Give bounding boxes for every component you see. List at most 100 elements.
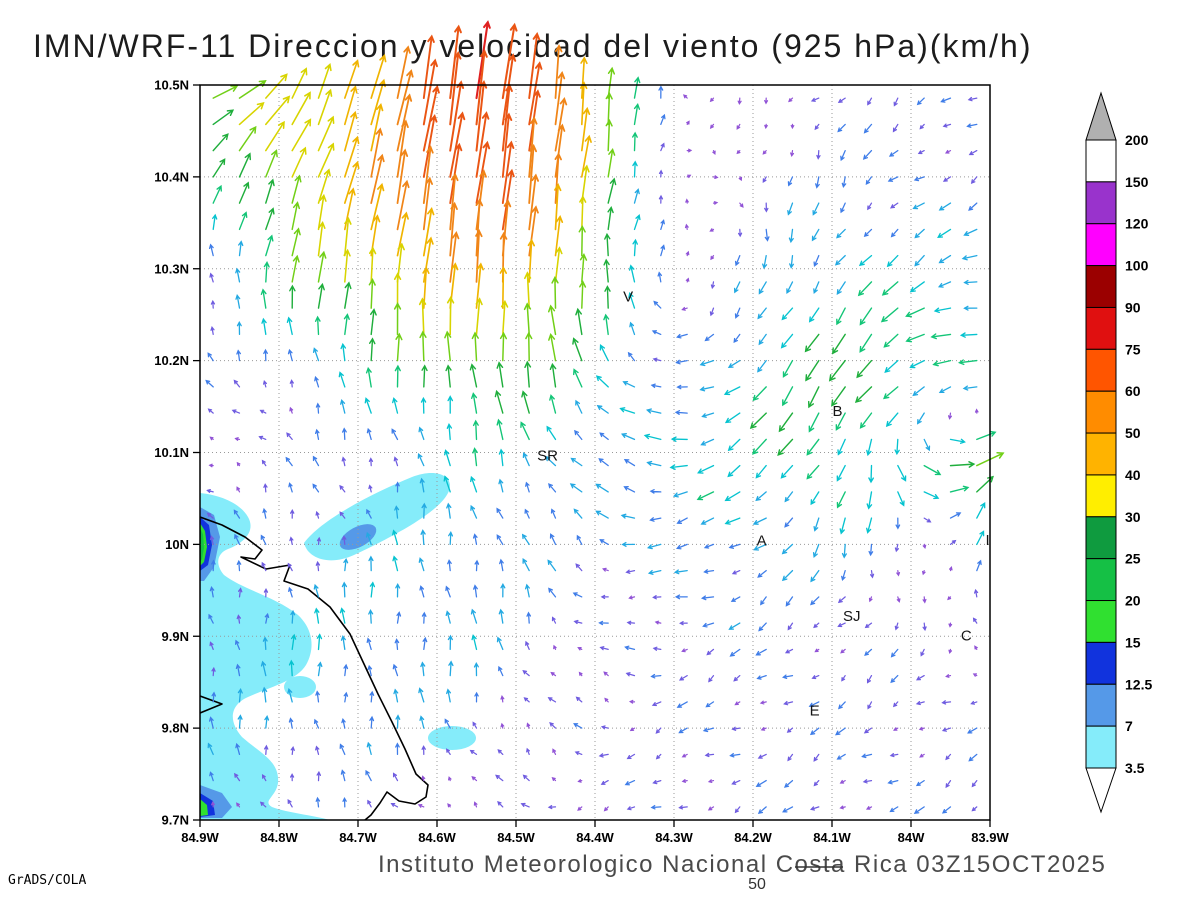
wind-arrow xyxy=(547,559,557,572)
colorbar-label: 200 xyxy=(1125,132,1149,148)
wind-arrow xyxy=(840,149,846,162)
wind-speed-shading xyxy=(284,676,316,698)
wind-arrow xyxy=(370,102,384,152)
reference-vector-label: 50 xyxy=(748,876,766,893)
colorbar-label: 3.5 xyxy=(1125,760,1145,776)
wind-arrow xyxy=(841,176,847,189)
wind-arrow xyxy=(366,637,372,651)
wind-arrow xyxy=(208,463,214,468)
chart-title: IMN/WRF-11 Direccion y velocidad del vie… xyxy=(33,28,1032,64)
wind-arrow xyxy=(445,610,451,624)
wind-arrow xyxy=(837,622,846,628)
colorbar-label: 7 xyxy=(1125,718,1133,734)
wind-arrow xyxy=(368,555,374,572)
wind-arrow xyxy=(576,534,583,546)
wind-arrow xyxy=(368,278,376,309)
wind-arrow xyxy=(894,622,899,631)
wind-arrow xyxy=(976,559,982,572)
wind-arrow xyxy=(209,535,215,546)
wind-arrow xyxy=(312,455,320,467)
wind-arrow xyxy=(884,359,899,373)
station-label: E xyxy=(810,703,820,720)
wind-arrow xyxy=(868,596,873,603)
latlon-grid-layer xyxy=(200,85,990,820)
wind-arrow xyxy=(395,714,401,729)
wind-arrow xyxy=(913,176,925,182)
y-tick-label: 9.8N xyxy=(162,721,189,736)
wind-arrow xyxy=(554,70,566,126)
wind-arrow xyxy=(782,674,794,680)
wind-arrow xyxy=(937,228,952,239)
wind-arrow xyxy=(449,24,462,100)
wind-arrow xyxy=(836,281,846,295)
wind-arrow xyxy=(868,543,874,557)
wind-arrow xyxy=(238,125,257,152)
wind-arrow xyxy=(912,386,925,397)
wind-arrow xyxy=(367,664,373,677)
wind-arrow xyxy=(707,806,715,811)
wind-arrow xyxy=(448,776,452,782)
wind-arrow xyxy=(757,806,767,815)
wind-speed-shading xyxy=(304,472,450,561)
wind-arrow xyxy=(705,701,715,708)
wind-arrow xyxy=(703,543,715,549)
wind-arrow xyxy=(469,363,478,388)
colorbar-label: 25 xyxy=(1125,551,1141,567)
wind-arrow xyxy=(313,718,320,729)
wind-arrow xyxy=(626,806,636,811)
wind-arrow xyxy=(261,686,268,703)
wind-arrow xyxy=(883,333,899,348)
wind-arrow xyxy=(470,608,478,624)
wind-arrow xyxy=(790,123,795,130)
wind-arrow xyxy=(291,174,302,204)
wind-arrow xyxy=(836,753,846,760)
wind-arrow xyxy=(496,636,504,651)
wind-arrow xyxy=(264,612,270,624)
wind-arrow xyxy=(623,458,636,467)
wind-arrow xyxy=(573,723,583,729)
wind-arrow xyxy=(837,123,846,133)
wind-arrow xyxy=(930,333,952,340)
wind-arrow xyxy=(449,201,458,257)
wind-arrow xyxy=(315,690,320,703)
wind-arrow xyxy=(724,412,741,424)
wind-arrow xyxy=(947,596,952,601)
wind-arrow xyxy=(261,459,267,467)
wind-arrow xyxy=(804,333,820,353)
wind-arrow xyxy=(344,216,352,257)
wind-arrow xyxy=(263,260,270,283)
wind-arrow xyxy=(393,301,402,336)
wind-arrow xyxy=(834,254,846,266)
wind-arrow xyxy=(781,569,794,582)
wind-arrow xyxy=(712,201,719,205)
wind-arrow xyxy=(500,722,505,729)
wind-arrow xyxy=(207,352,214,362)
wind-arrow xyxy=(236,486,241,493)
wind-arrow xyxy=(864,622,873,629)
wind-arrow xyxy=(808,307,820,323)
wind-arrow xyxy=(840,202,846,214)
wind-arrow xyxy=(917,149,925,155)
wind-arrow xyxy=(605,118,613,152)
wind-arrow xyxy=(780,464,794,479)
wind-arrow xyxy=(918,726,925,731)
wind-arrow xyxy=(948,648,953,655)
wind-arrow xyxy=(649,489,662,494)
wind-arrow xyxy=(265,95,291,126)
wind-arrow xyxy=(237,687,243,703)
wind-arrow xyxy=(317,220,326,257)
wind-arrow xyxy=(475,297,483,336)
wind-arrow xyxy=(501,112,513,178)
x-tick-label: 84.5W xyxy=(497,830,535,845)
wind-arrow xyxy=(831,333,846,355)
wind-arrow xyxy=(914,228,925,239)
wind-arrow xyxy=(368,337,376,362)
wind-arrow xyxy=(749,412,767,430)
wind-arrow xyxy=(551,276,559,309)
wind-arrow xyxy=(700,438,715,446)
y-tick-label: 9.9N xyxy=(162,629,189,644)
wind-arrow xyxy=(632,238,638,257)
wind-arrow xyxy=(574,751,583,756)
wind-arrow xyxy=(595,375,609,388)
wind-arrow xyxy=(920,648,925,657)
